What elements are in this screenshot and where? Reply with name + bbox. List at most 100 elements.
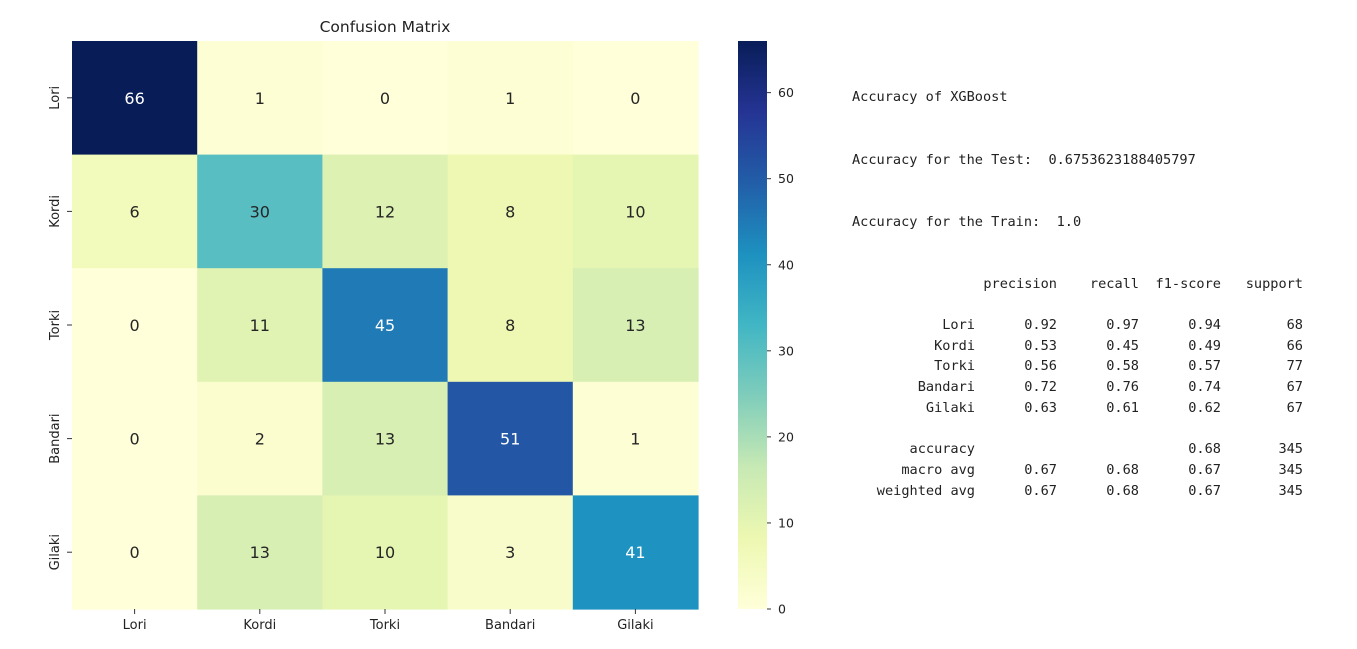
report-support: 67 — [1286, 379, 1303, 396]
report-row-label: macro avg — [901, 461, 975, 478]
report-support: 77 — [1286, 358, 1303, 375]
report-row-bandari: Bandari 0.72 0.76 0.74 67 — [852, 377, 1303, 398]
train-accuracy-label: Accuracy for the Train: — [852, 213, 1041, 230]
cell-value-label-2-3: 8 — [505, 316, 515, 335]
cell-value-label-2-2: 45 — [375, 316, 395, 335]
test-accuracy-line: Accuracy for the Test: 0.675362318840579… — [852, 150, 1303, 171]
cell-value-label-4-1: 13 — [250, 543, 270, 562]
report-header-support: support — [1245, 275, 1303, 292]
heatmap-cell-4-4 — [572, 495, 699, 610]
report-blank-line — [852, 419, 1303, 440]
report-header-row: precision recall f1-score support — [852, 274, 1303, 295]
report-row-label: Bandari — [917, 379, 975, 396]
cell-value-label-2-1: 11 — [250, 316, 270, 335]
heatmap-cell-1-0 — [72, 154, 198, 269]
cell-value-label-1-4: 10 — [625, 202, 645, 221]
report-f1: 0.94 — [1188, 317, 1221, 334]
report-f1: 0.67 — [1188, 461, 1221, 478]
report-precision: 0.53 — [1024, 337, 1057, 354]
report-row-label: Kordi — [934, 337, 975, 354]
cell-value-label-0-3: 1 — [505, 89, 515, 108]
report-summary-weighted-avg: weighted avg 0.67 0.68 0.67 345 — [852, 481, 1303, 502]
heatmap-cell-3-2 — [322, 381, 449, 496]
train-accuracy-value: 1.0 — [1056, 213, 1082, 230]
heatmap-cell-4-3 — [447, 495, 574, 610]
heatmap-cell-2-0 — [72, 268, 198, 383]
report-support: 67 — [1286, 399, 1303, 416]
report-f1: 0.49 — [1188, 337, 1221, 354]
colorbar-tick-label: 40 — [778, 257, 794, 272]
cell-value-label-1-3: 8 — [505, 202, 515, 221]
column-label-gilaki: Gilaki — [617, 618, 653, 633]
report-support: 68 — [1286, 317, 1303, 334]
report-precision: 0.67 — [1024, 461, 1057, 478]
heatmap-cell-3-3 — [447, 381, 574, 496]
cell-value-label-4-0: 0 — [130, 543, 140, 562]
report-support: 345 — [1278, 461, 1303, 478]
colorbar-tick-label: 20 — [778, 429, 794, 444]
cell-value-label-1-2: 12 — [375, 202, 395, 221]
heatmap-cell-2-1 — [197, 268, 323, 383]
column-tick-labels: Lori Kordi Torki Bandari Gilaki — [123, 609, 654, 633]
cell-value-label-0-0: 66 — [124, 89, 144, 108]
heatmap-cell-4-1 — [197, 495, 323, 610]
colorbar-tick-label: 10 — [778, 515, 794, 530]
row-label-lori: Lori — [48, 86, 63, 110]
heatmap-cell-0-2 — [322, 41, 449, 156]
colorbar-ticks: 0 10 20 30 40 50 60 — [767, 85, 794, 617]
cell-value-label-3-3: 51 — [500, 430, 520, 449]
heatmap-cell-3-4 — [572, 381, 699, 496]
report-recall: 0.61 — [1106, 399, 1139, 416]
colorbar — [738, 41, 767, 609]
report-summary-macro-avg: macro avg 0.67 0.68 0.67 345 — [852, 460, 1303, 481]
report-precision: 0.72 — [1024, 379, 1057, 396]
cell-value-label-4-4: 41 — [625, 543, 645, 562]
cell-value-label-1-0: 6 — [130, 202, 140, 221]
heatmap-cell-1-4 — [572, 154, 699, 269]
classification-report: Accuracy of XGBoost Accuracy for the Tes… — [852, 46, 1303, 522]
column-label-torki: Torki — [369, 618, 400, 633]
cell-value-label-2-0: 0 — [130, 316, 140, 335]
column-label-kordi: Kordi — [243, 618, 276, 633]
report-recall: 0.58 — [1106, 358, 1139, 375]
heatmap-cell-2-4 — [572, 268, 699, 383]
cell-value-label-3-0: 0 — [130, 430, 140, 449]
colorbar-tick-label: 30 — [778, 343, 794, 358]
cell-value-label-3-1: 2 — [255, 430, 265, 449]
report-precision: 0.56 — [1024, 358, 1057, 375]
report-row-kordi: Kordi 0.53 0.45 0.49 66 — [852, 336, 1303, 357]
heatmap-cells: 66 1 0 1 06 30 12 8 100 11 45 8 130 2 13 51 10 13 10 3 41 — [72, 41, 699, 610]
heatmap-cell-4-2 — [322, 495, 449, 610]
report-support: 345 — [1278, 441, 1303, 458]
report-row-gilaki: Gilaki 0.63 0.61 0.62 67 — [852, 398, 1303, 419]
report-f1: 0.68 — [1188, 441, 1221, 458]
test-accuracy-label: Accuracy for the Test: — [852, 151, 1033, 168]
report-title: Accuracy of XGBoost — [852, 89, 1008, 106]
report-f1: 0.67 — [1188, 482, 1221, 499]
heatmap-cell-0-0 — [72, 41, 198, 156]
heatmap-cell-3-1 — [197, 381, 323, 496]
report-precision: 0.63 — [1024, 399, 1057, 416]
cell-value-label-3-2: 13 — [375, 430, 395, 449]
heatmap-cell-1-1 — [197, 154, 323, 269]
report-precision: 0.67 — [1024, 482, 1057, 499]
test-accuracy-value: 0.6753623188405797 — [1048, 151, 1196, 168]
heatmap-cell-3-0 — [72, 381, 198, 496]
report-summary-accuracy: accuracy 0.68 345 — [852, 439, 1303, 460]
report-row-label: Gilaki — [925, 399, 975, 416]
report-header-f1-score: f1-score — [1155, 275, 1221, 292]
cell-value-label-1-1: 30 — [250, 202, 270, 221]
heatmap-cell-2-3 — [447, 268, 574, 383]
row-tick-labels: Lori Kordi Torki Bandari Gilaki — [48, 86, 72, 570]
report-recall: 0.45 — [1106, 337, 1139, 354]
report-row-label: Torki — [934, 358, 975, 375]
report-row-lori: Lori 0.92 0.97 0.94 68 — [852, 315, 1303, 336]
report-row-label: Lori — [942, 317, 975, 334]
heatmap-cell-0-1 — [197, 41, 323, 156]
report-f1: 0.74 — [1188, 379, 1221, 396]
report-row-label: weighted avg — [876, 482, 975, 499]
report-f1: 0.57 — [1188, 358, 1221, 375]
report-support: 345 — [1278, 482, 1303, 499]
row-label-torki: Torki — [48, 310, 63, 341]
report-recall: 0.76 — [1106, 379, 1139, 396]
